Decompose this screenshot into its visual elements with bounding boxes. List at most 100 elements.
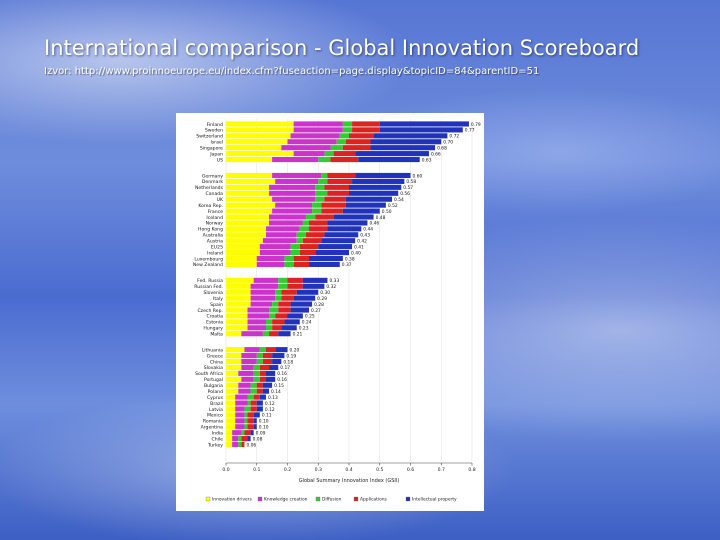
country-label: Italy (213, 296, 223, 302)
country-label: Spain (210, 302, 223, 308)
bar-segment (226, 255, 257, 262)
bar-segment (226, 214, 270, 220)
bar-segment (253, 418, 257, 424)
bar-segment (226, 208, 273, 214)
bar-segment (315, 190, 328, 196)
bar-segment (259, 347, 266, 353)
bar-segment (259, 250, 291, 256)
bar-segment (299, 244, 319, 250)
bar-segment (247, 400, 251, 406)
bar-segment (275, 313, 288, 319)
bar-segment (226, 436, 233, 442)
bar-segment (315, 196, 325, 202)
bar-value-label: 0.52 (388, 203, 398, 209)
country-label: South Africa (195, 371, 223, 377)
bar-value-label: 0.09 (256, 430, 266, 436)
country-label: India (212, 430, 223, 436)
bar-segment (265, 319, 273, 325)
bar-segment (358, 156, 420, 163)
bar-segment (272, 325, 282, 331)
bar-segment (250, 406, 257, 412)
bar-segment (272, 353, 285, 359)
bar-value-label: 0.46 (369, 221, 379, 227)
bar-value-label: 0.37 (342, 262, 352, 268)
bar-segment (241, 430, 245, 436)
bar-segment (238, 441, 242, 448)
bar-segment (226, 202, 276, 208)
bar-segment (269, 184, 316, 190)
bar-segment (226, 139, 288, 145)
bar-segment (370, 139, 442, 145)
bar-segment (327, 220, 368, 226)
bar-segment (226, 178, 276, 184)
source-url: Izvor: http://www.proinnoeurope.eu/index… (44, 66, 540, 77)
bar-segment (272, 156, 319, 163)
bar-segment (262, 331, 270, 337)
bar-segment (226, 244, 260, 250)
bar-segment (379, 121, 469, 127)
country-label: Slovakia (204, 365, 223, 371)
bar-segment (299, 250, 316, 256)
bar-value-label: 0.44 (363, 227, 373, 233)
country-label: Mexico (207, 413, 223, 419)
bar-segment (232, 430, 242, 436)
bar-value-label: 0.16 (277, 371, 287, 377)
bar-value-label: 0.29 (317, 296, 327, 302)
country-label: EU25 (211, 244, 223, 250)
bar-segment (226, 127, 294, 133)
bar-segment (226, 382, 239, 388)
bar-value-label: 0.32 (326, 284, 336, 290)
bar-segment (379, 127, 463, 133)
country-label: Iceland (206, 215, 223, 221)
bar-value-label: 0.12 (265, 407, 275, 413)
bar-segment (302, 283, 325, 289)
bar-segment (226, 156, 273, 163)
bar-segment (281, 295, 294, 301)
bar-segment (250, 283, 279, 289)
bar-segment (299, 226, 310, 232)
bar-value-label: 0.13 (268, 395, 278, 401)
bar-segment (342, 145, 371, 151)
bar-segment (226, 277, 254, 283)
bar-segment (226, 133, 291, 139)
x-tick-label: 0.1 (253, 467, 260, 473)
country-label: Austria (207, 239, 223, 245)
legend-label: Applications (360, 497, 388, 503)
bar-segment (262, 388, 270, 394)
x-tick-label: 0.4 (345, 467, 352, 473)
bar-value-label: 0.16 (277, 377, 287, 383)
country-label: Bulgaria (204, 383, 223, 389)
bar-value-label: 0.30 (320, 290, 330, 296)
bar-segment (259, 370, 266, 376)
country-label: Luxembourg (194, 256, 223, 262)
bar-value-label: 0.58 (406, 179, 416, 185)
bar-segment (265, 232, 297, 238)
bar-segment (256, 406, 263, 412)
bar-segment (275, 178, 319, 184)
bar-value-label: 0.77 (465, 128, 475, 134)
country-label: Canada (206, 191, 224, 197)
country-label: Turkey (207, 442, 223, 448)
country-label: Ireland (207, 250, 223, 256)
bar-segment (238, 388, 251, 394)
bar-value-label: 0.28 (314, 302, 324, 308)
bar-segment (256, 353, 263, 359)
bar-segment (247, 307, 270, 313)
bar-segment (373, 133, 448, 139)
bar-segment (370, 145, 436, 151)
country-label: Latvia (209, 407, 223, 413)
bar-segment (318, 178, 328, 184)
bar-segment (293, 295, 316, 301)
bar-segment (275, 289, 282, 295)
bar-segment (349, 190, 399, 196)
bar-segment (226, 358, 242, 365)
country-label: Lithuania (202, 347, 223, 353)
bar-segment (312, 208, 322, 214)
country-label: Malta (210, 332, 223, 338)
bar-segment (352, 178, 405, 184)
bar-segment (226, 388, 239, 394)
bar-segment (293, 121, 343, 127)
country-label: Czech Rep. (197, 308, 223, 314)
bar-value-label: 0.18 (283, 359, 293, 365)
bar-segment (253, 412, 260, 418)
